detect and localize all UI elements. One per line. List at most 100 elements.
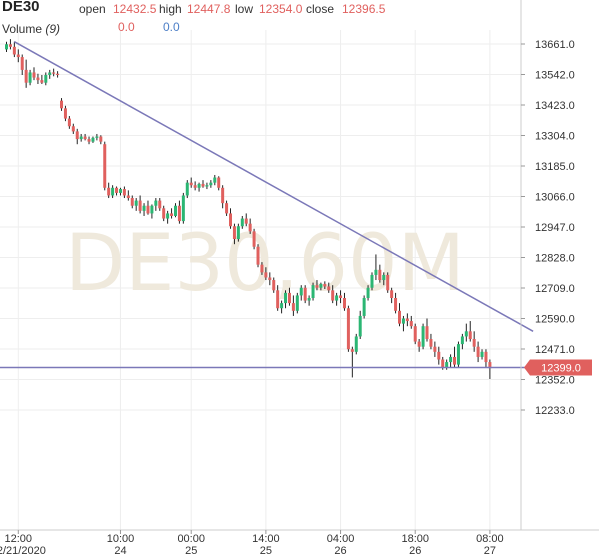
candle-body	[24, 69, 28, 83]
candle-body	[225, 203, 229, 214]
close-value: 12396.5	[342, 2, 386, 16]
candle-body	[311, 285, 315, 298]
y-tick-label: 13185.0	[535, 161, 575, 173]
candle-body	[158, 200, 162, 209]
candle-body	[476, 346, 480, 357]
candle-body	[449, 356, 453, 363]
candle-body	[390, 290, 394, 298]
candle-body	[480, 351, 484, 357]
x-tick-time: 14:00	[252, 533, 280, 545]
candle-body	[205, 185, 209, 187]
candle-body	[382, 274, 386, 281]
candle-body	[366, 287, 370, 298]
x-tick-date: 02/21/2020	[0, 545, 46, 557]
candle-body	[405, 318, 409, 322]
candle-body	[276, 290, 280, 309]
candle-body	[346, 308, 350, 350]
candle-body	[44, 75, 48, 83]
candle-body	[256, 246, 260, 265]
candle-body	[327, 286, 331, 291]
candle-body	[185, 182, 189, 196]
volume-indicator[interactable]: Volume (9)	[2, 22, 60, 36]
x-tick-time: 08:00	[476, 533, 504, 545]
candle-body	[197, 183, 201, 188]
candle-body	[244, 218, 248, 224]
candle-body	[181, 195, 185, 222]
candle-body	[134, 200, 138, 206]
candle-body	[28, 72, 32, 83]
candle-body	[460, 336, 464, 345]
candle-body	[173, 205, 177, 216]
candle-body	[425, 326, 429, 340]
candle-body	[201, 183, 205, 187]
high-value: 12447.8	[187, 2, 231, 16]
y-tick-label: 12471.0	[535, 344, 575, 356]
candle-body	[268, 277, 272, 281]
y-tick-label: 12590.0	[535, 314, 575, 326]
open-label: open	[79, 2, 106, 16]
candle-body	[272, 280, 276, 291]
candle-body	[378, 269, 382, 281]
candle-body	[464, 331, 468, 337]
candle-body	[280, 303, 284, 309]
candle-body	[248, 223, 252, 232]
y-tick-label: 13066.0	[535, 192, 575, 204]
candle-body	[315, 285, 319, 288]
candle-body	[229, 213, 233, 227]
candle-body	[138, 200, 142, 211]
candle-body	[32, 72, 36, 78]
candle-body	[354, 336, 358, 352]
x-tick-time: 12:00	[5, 533, 33, 545]
candle-body	[142, 205, 146, 211]
y-tick-label: 12709.0	[535, 283, 575, 295]
candle-body	[409, 321, 413, 327]
candle-body	[319, 283, 323, 288]
symbol-label: DE30	[2, 0, 40, 15]
candle-body	[71, 126, 75, 132]
candle-body	[67, 118, 71, 127]
candle-body	[111, 187, 115, 196]
candle-body	[370, 274, 374, 288]
candle-body	[441, 359, 445, 368]
candle-body	[339, 295, 343, 298]
candle-body	[335, 295, 339, 301]
candle-body	[362, 297, 366, 316]
candle-body	[232, 226, 236, 240]
candle-body	[468, 331, 472, 340]
x-tick-date: 26	[334, 545, 346, 557]
candle-body	[417, 341, 421, 347]
current-price-tag	[524, 359, 592, 376]
watermark: DE30,60M	[65, 219, 465, 309]
y-tick-label: 12947.0	[535, 222, 575, 234]
candle-body	[56, 73, 60, 76]
x-tick-time: 04:00	[327, 533, 355, 545]
candle-body	[264, 272, 268, 278]
candle-body	[398, 310, 401, 324]
x-tick-date: 25	[260, 545, 272, 557]
candle-body	[79, 136, 83, 140]
candle-body	[252, 231, 256, 247]
candle-body	[217, 177, 221, 188]
candle-body	[331, 290, 335, 301]
candle-body	[52, 72, 56, 74]
candle-body	[189, 182, 193, 186]
candle-body	[284, 292, 288, 304]
candle-body	[307, 297, 311, 301]
y-tick-label: 13304.0	[535, 131, 575, 143]
candle-body	[48, 72, 52, 76]
x-tick-date: 26	[409, 545, 421, 557]
candle-body	[154, 200, 158, 206]
y-tick-label: 12828.0	[535, 253, 575, 265]
volume-value-1: 0.0	[118, 20, 135, 34]
candle-body	[146, 205, 150, 214]
candle-body	[413, 326, 417, 342]
candle-body	[488, 362, 492, 369]
x-tick-date: 25	[185, 545, 197, 557]
candle-body	[213, 177, 217, 183]
x-tick-date: 24	[114, 545, 126, 557]
candle-body	[107, 187, 111, 196]
candle-body	[91, 137, 95, 142]
candle-body	[122, 189, 126, 196]
high-label: high	[159, 2, 182, 16]
